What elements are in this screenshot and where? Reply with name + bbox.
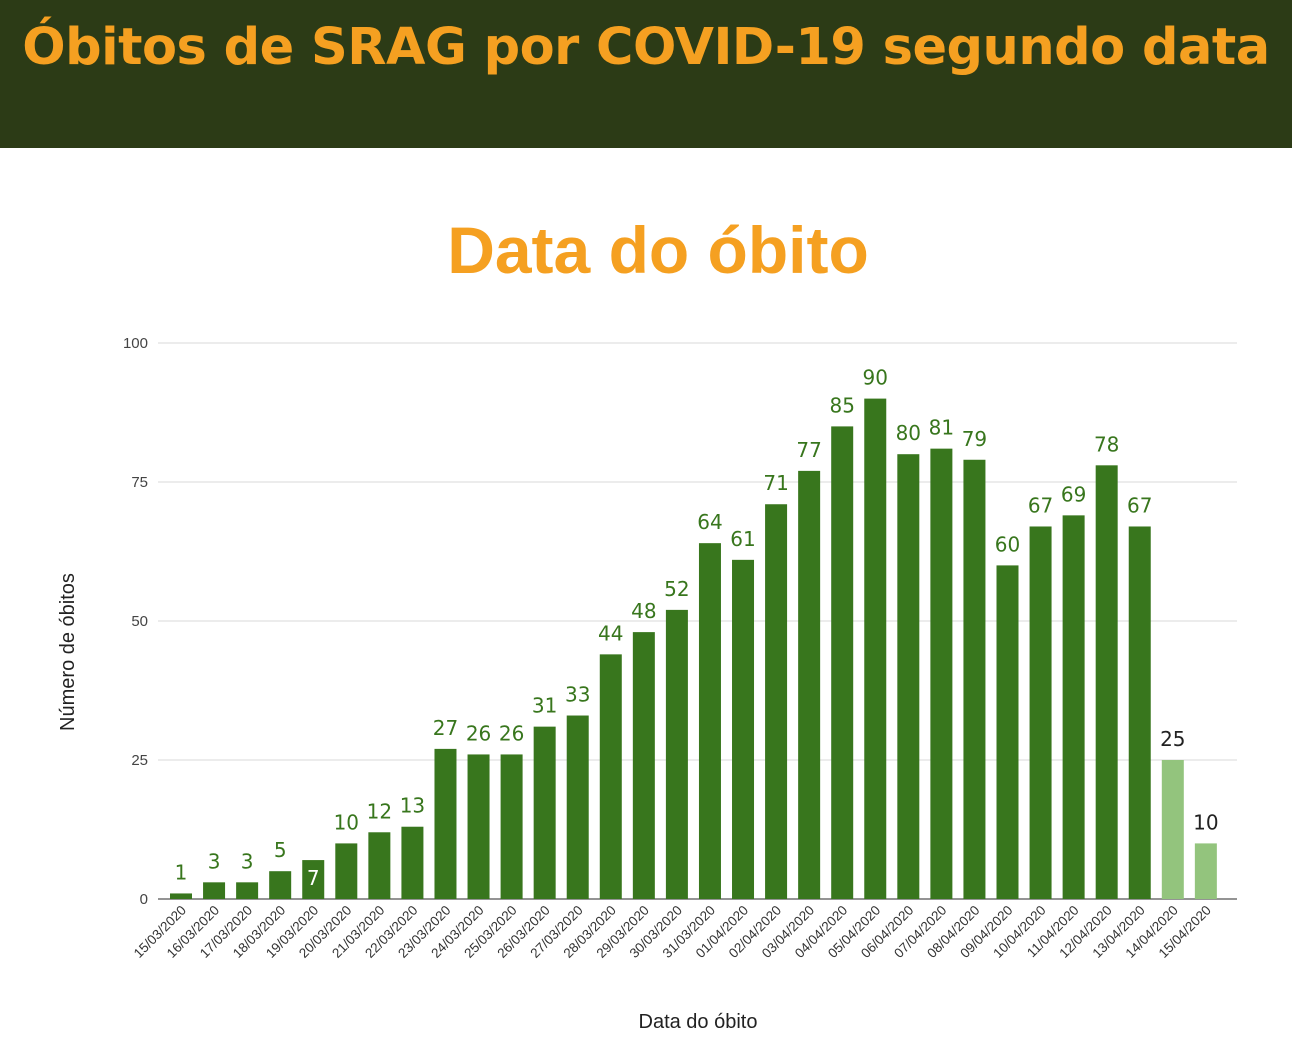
bar — [434, 748, 457, 899]
bar — [1128, 526, 1151, 899]
bar — [566, 715, 589, 899]
bar-data-label: 12 — [367, 799, 392, 823]
y-tick-label: 50 — [131, 613, 148, 630]
bar-data-label: 77 — [796, 438, 821, 462]
bar — [1062, 515, 1085, 899]
bar — [1161, 760, 1184, 899]
bar-data-label: 3 — [208, 849, 221, 873]
bar-data-label: 52 — [664, 577, 689, 601]
bar — [798, 470, 821, 899]
bar — [500, 754, 523, 899]
bar — [963, 459, 986, 899]
bar — [996, 565, 1019, 899]
bar-data-label: 31 — [532, 694, 557, 718]
bar-data-label: 71 — [763, 471, 788, 495]
chart-title: Data do óbito — [447, 213, 869, 287]
header-banner: Óbitos de SRAG por COVID-19 segundo data — [0, 0, 1292, 148]
x-axis-title: Data do óbito — [639, 1011, 758, 1033]
bar — [698, 543, 721, 899]
x-axis-ticks: 15/03/202016/03/202017/03/202018/03/2020… — [131, 903, 1214, 961]
bar — [401, 826, 424, 899]
y-axis-ticks: 0 25 50 75 100 — [123, 335, 148, 908]
bar — [269, 871, 292, 899]
bar-data-label: 26 — [499, 721, 524, 745]
bar-data-label: 33 — [565, 683, 590, 707]
bar-data-label: 67 — [1127, 493, 1152, 517]
bar-data-label: 10 — [1193, 810, 1218, 834]
bar — [632, 632, 655, 899]
bar — [467, 754, 490, 899]
bar — [732, 559, 755, 899]
bar-data-label: 26 — [466, 721, 491, 745]
bar — [533, 726, 556, 899]
bar — [1194, 843, 1217, 899]
bar — [203, 882, 226, 899]
bar — [930, 448, 953, 899]
y-tick-label: 100 — [123, 335, 148, 352]
bar — [1029, 526, 1052, 899]
bar-data-label: 90 — [863, 366, 888, 390]
bar-data-label: 60 — [995, 532, 1020, 556]
bar-data-label: 13 — [400, 794, 425, 818]
bar-data-label: 79 — [962, 427, 987, 451]
bar — [1095, 465, 1118, 899]
bars — [170, 398, 1217, 899]
bar-data-label: 80 — [896, 421, 921, 445]
bar-data-label: 44 — [598, 621, 623, 645]
bar — [831, 426, 854, 899]
bar-data-label: 1 — [175, 860, 188, 884]
bar-data-label: 7 — [307, 866, 320, 890]
y-axis-title: Número de óbitos — [57, 573, 79, 731]
bar-data-label: 3 — [241, 849, 254, 873]
bar-data-label: 10 — [334, 810, 359, 834]
bar — [599, 654, 622, 899]
bar-data-label: 5 — [274, 838, 287, 862]
bar-data-label: 27 — [433, 716, 458, 740]
bar-data-label: 48 — [631, 599, 656, 623]
bar-data-label: 64 — [697, 510, 722, 534]
bar-data-label: 25 — [1160, 727, 1185, 751]
gridlines — [158, 342, 1237, 900]
bar — [170, 893, 192, 899]
bar — [897, 454, 920, 899]
bar — [236, 882, 259, 899]
bar — [864, 398, 887, 899]
y-tick-label: 0 — [140, 891, 148, 908]
bar — [765, 504, 788, 899]
bar-data-label: 85 — [829, 393, 854, 417]
y-tick-label: 25 — [131, 752, 148, 769]
bar-data-label: 78 — [1094, 432, 1119, 456]
bar-data-label: 67 — [1028, 493, 1053, 517]
bar-data-label: 61 — [730, 527, 755, 551]
y-tick-label: 75 — [131, 474, 148, 491]
bar — [302, 860, 325, 899]
bar — [665, 609, 688, 899]
page-title: Óbitos de SRAG por COVID-19 segundo data — [22, 18, 1270, 77]
bar-data-label: 81 — [929, 416, 954, 440]
bar — [335, 843, 358, 899]
bar — [368, 832, 391, 899]
bar-data-label: 69 — [1061, 482, 1086, 506]
